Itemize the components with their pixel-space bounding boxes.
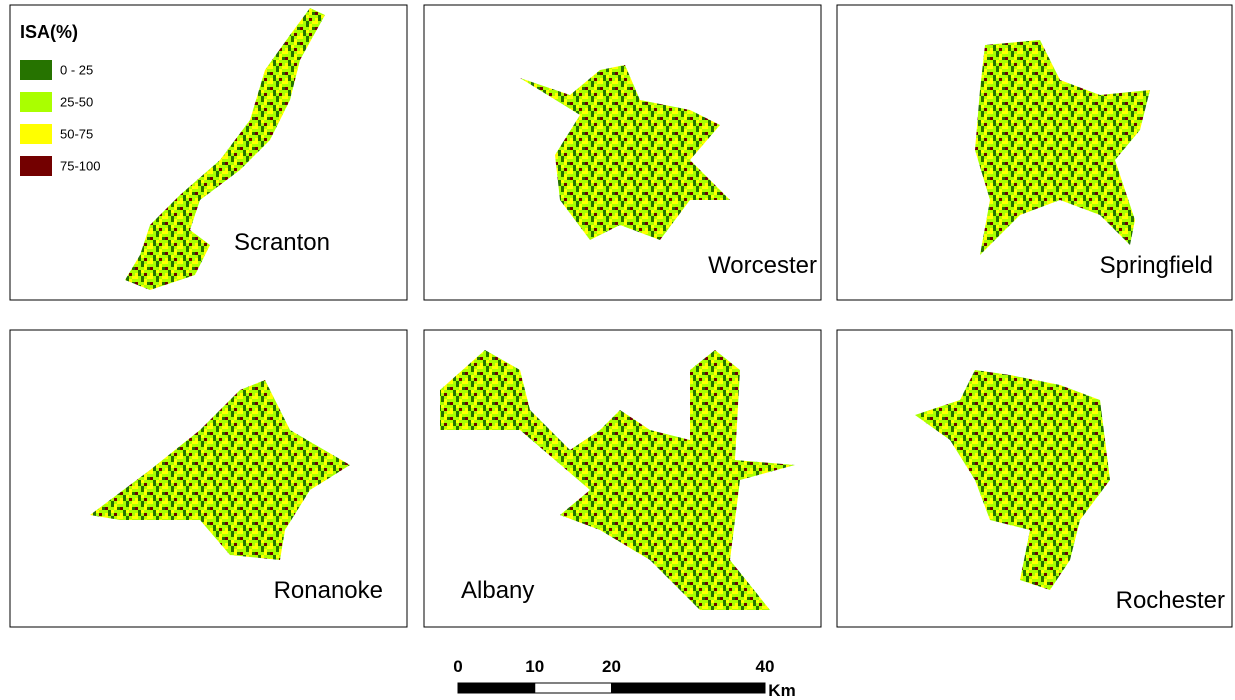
city-name: Albany: [461, 577, 534, 604]
city-name: Springfield: [1100, 252, 1213, 279]
scale-label: 40: [756, 657, 775, 676]
legend-label: 50-75: [60, 126, 93, 141]
legend-swatch: [20, 92, 52, 112]
scale-label: 0: [453, 657, 462, 676]
scale-segment: [612, 683, 766, 693]
city-name: Worcester: [708, 252, 817, 279]
legend-title: ISA(%): [20, 22, 78, 42]
scale-segment: [535, 683, 612, 693]
city-name: Scranton: [234, 229, 330, 256]
legend-label: 25-50: [60, 94, 93, 109]
legend-swatch: [20, 60, 52, 80]
legend-label: 0 - 25: [60, 62, 93, 77]
legend-label: 75-100: [60, 158, 100, 173]
scale-unit: Km: [768, 681, 795, 700]
legend-swatch: [20, 156, 52, 176]
scale-bar: 0 10 20 40 Km: [453, 657, 795, 700]
city-name: Ronanoke: [274, 577, 383, 604]
scale-label: 10: [525, 657, 544, 676]
city-name: Rochester: [1116, 587, 1225, 614]
legend-swatch: [20, 124, 52, 144]
panel-frame: [10, 5, 407, 300]
scale-label: 20: [602, 657, 621, 676]
figure: ISA(%) 0 - 25 25-50 50-75 75-100 Scranton Wo…: [0, 0, 1235, 700]
scale-segment: [458, 683, 535, 693]
